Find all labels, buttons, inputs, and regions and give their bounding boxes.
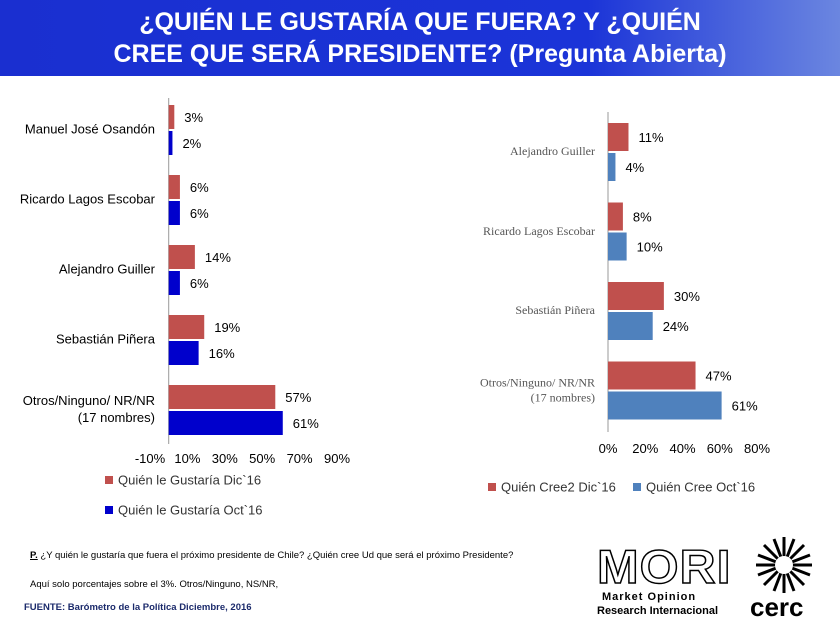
question: P. ¿Y quién le gustaría que fuera el pró… (30, 550, 590, 561)
legend-label: Quién le Gustaría Oct`16 (118, 503, 263, 518)
x-tick-label: 10% (174, 451, 200, 466)
bar (608, 312, 653, 340)
legend-swatch (633, 483, 641, 491)
bar (168, 201, 180, 225)
x-tick-label: 0% (599, 441, 618, 456)
value-label: 16% (209, 346, 235, 361)
bar (608, 202, 623, 231)
bar (168, 105, 175, 129)
legend-swatch (105, 476, 113, 484)
category-label: Ricardo Lagos Escobar (483, 223, 595, 238)
bar (168, 315, 205, 339)
mori-logo: MORI (596, 540, 732, 595)
question-text: ¿Y quién le gustaría que fuera el próxim… (37, 550, 514, 561)
legend-label: Quién Cree2 Dic`16 (501, 480, 616, 495)
value-label: 19% (214, 320, 240, 335)
x-tick-label: -10% (135, 451, 166, 466)
bar (168, 341, 199, 365)
value-label: 57% (285, 390, 311, 405)
x-tick-label: 30% (212, 451, 238, 466)
value-label: 11% (638, 130, 663, 145)
category-label: Otros/Ninguno/ NR/NR (17 nombres) (22, 393, 155, 425)
mori-line: Research Internacional (597, 605, 719, 617)
category-label: Alejandro Guiller (510, 144, 595, 159)
value-label: 24% (663, 319, 689, 334)
bar (168, 175, 180, 199)
mori-line: Market Opinion (602, 591, 697, 603)
value-label: 8% (633, 210, 652, 225)
x-tick-label: 80% (744, 441, 770, 456)
value-label: 10% (637, 240, 663, 255)
value-label: 14% (205, 250, 231, 265)
value-label: 3% (184, 110, 203, 125)
bar (608, 391, 722, 420)
x-tick-label: 70% (287, 451, 313, 466)
category-label: Ricardo Lagos Escobar (19, 191, 155, 207)
x-tick-label: 50% (249, 451, 275, 466)
legend-label: Quién le Gustaría Dic`16 (118, 473, 261, 488)
source: FUENTE: Barómetro de la Política Diciemb… (24, 602, 252, 613)
note: Aquí solo porcentajes sobre el 3%. Otros… (30, 579, 279, 590)
title-line: CREE QUE SERÁ PRESIDENTE? (Pregunta Abie… (113, 40, 727, 68)
x-tick-label: 60% (707, 441, 733, 456)
bar (608, 123, 629, 151)
bar (168, 131, 173, 155)
bar (608, 361, 696, 390)
bar (168, 245, 195, 269)
value-label: 30% (674, 289, 700, 304)
x-tick-label: 20% (632, 441, 658, 456)
legend-swatch (488, 483, 496, 491)
category-label: Manuel José Osandón (24, 121, 155, 137)
cerc-text: cerc (750, 592, 804, 622)
question-label: P. (30, 550, 38, 561)
title-line: ¿QUIÉN LE GUSTARÍA QUE FUERA? Y ¿QUIÉN (139, 8, 701, 36)
bar (608, 282, 664, 310)
value-label: 47% (706, 369, 732, 384)
x-tick-label: 90% (324, 451, 350, 466)
bar (168, 385, 276, 409)
value-label: 61% (732, 399, 758, 414)
value-label: 2% (182, 136, 201, 151)
x-tick-label: 40% (669, 441, 695, 456)
legend-label: Quién Cree Oct`16 (646, 480, 755, 495)
header: ¿QUIÉN LE GUSTARÍA QUE FUERA? Y ¿QUIÉN C… (0, 0, 840, 76)
bar (168, 411, 283, 435)
category-label: Alejandro Guiller (58, 261, 155, 277)
bar (168, 271, 180, 295)
value-label: 61% (293, 416, 319, 431)
value-label: 6% (190, 180, 209, 195)
value-label: 6% (190, 206, 209, 221)
legend-swatch (105, 506, 113, 514)
value-label: 4% (625, 160, 644, 175)
bar (608, 153, 616, 181)
value-label: 6% (190, 276, 209, 291)
bar (608, 232, 627, 261)
category-label: Sebastián Piñera (55, 331, 155, 347)
category-label: Sebastián Piñera (515, 303, 595, 318)
category-label: Otros/Ninguno/ NR/NR (17 nombres) (479, 374, 595, 405)
